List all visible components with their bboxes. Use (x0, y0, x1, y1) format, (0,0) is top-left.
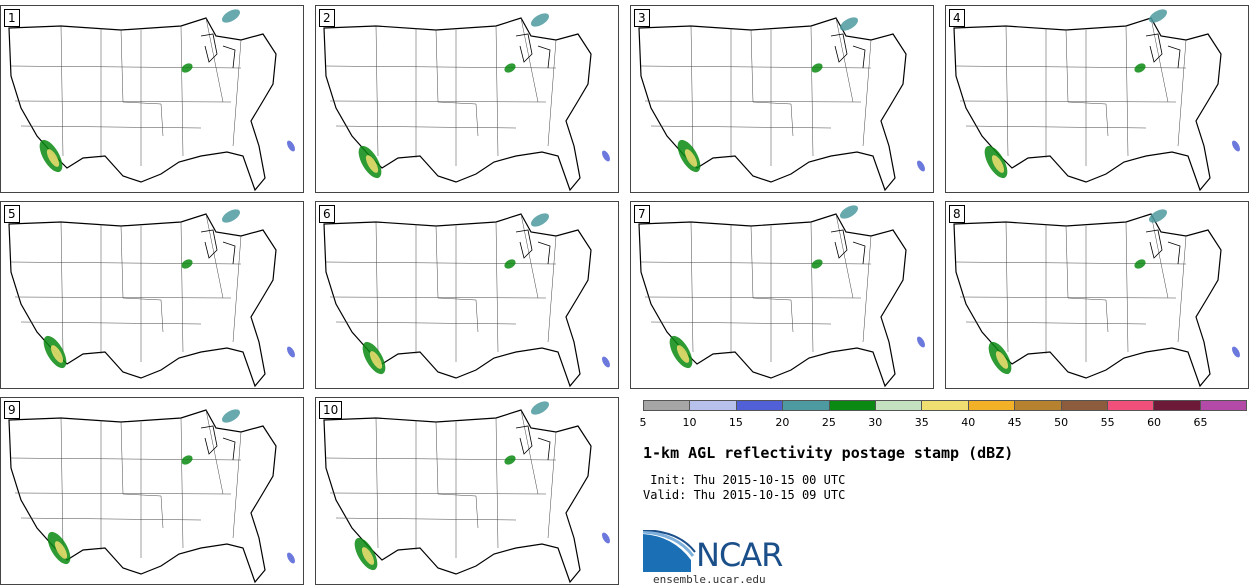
init-time: Init: Thu 2015-10-15 00 UTC (643, 473, 846, 487)
colorbar-swatch (968, 401, 1016, 410)
forecast-panel: 9 (0, 397, 304, 585)
colorbar-swatch (690, 401, 737, 410)
us-map-outline (638, 205, 925, 388)
colorbar-tick-label: 45 (1007, 416, 1022, 429)
panel-number: 7 (634, 205, 650, 223)
colorbar-tick-label: 65 (1193, 416, 1208, 429)
panel-number: 10 (319, 401, 343, 419)
colorbar-swatch (875, 401, 923, 410)
forecast-panel: 8 (945, 201, 1249, 389)
colorbar-tick-label: 40 (961, 416, 976, 429)
us-map-outline (8, 9, 295, 192)
colorbar-swatch (829, 401, 876, 410)
colorbar-tick-label: 20 (775, 416, 790, 429)
ncar-logo-text: NCAR (696, 536, 783, 574)
plot-title: 1-km AGL reflectivity postage stamp (dBZ… (643, 444, 1014, 462)
us-map-outline (323, 213, 610, 388)
forecast-panel: 5 (0, 201, 304, 389)
panel-number: 5 (4, 205, 20, 223)
colorbar-tick-label: 30 (868, 416, 883, 429)
colorbar-swatch (1061, 401, 1108, 410)
reflectivity-colorbar (643, 400, 1247, 411)
colorbar-tick-label: 50 (1054, 416, 1069, 429)
us-map-outline (953, 209, 1240, 388)
panel-number: 1 (4, 9, 20, 27)
panel-number: 3 (634, 9, 650, 27)
colorbar-swatch (922, 401, 969, 410)
forecast-panel: 2 (315, 5, 619, 193)
panel-number: 8 (949, 205, 965, 223)
us-map-outline (8, 409, 295, 584)
forecast-panel: 7 (630, 201, 934, 389)
valid-time: Valid: Thu 2015-10-15 09 UTC (643, 488, 846, 502)
colorbar-swatch (1154, 401, 1201, 410)
colorbar-tick-label: 60 (1147, 416, 1162, 429)
colorbar-swatch (1015, 401, 1062, 410)
colorbar-tick-label: 5 (639, 416, 647, 429)
panel-number: 2 (319, 9, 335, 27)
colorbar-swatch (783, 401, 830, 410)
forecast-panel: 6 (315, 201, 619, 389)
ncar-logo-icon (643, 530, 696, 572)
forecast-panel: 4 (945, 5, 1249, 193)
colorbar-tick-label: 35 (914, 416, 929, 429)
panel-number: 6 (319, 205, 335, 223)
colorbar-tick-label: 25 (821, 416, 836, 429)
us-map-outline (323, 401, 610, 584)
forecast-panel: 10 (315, 397, 619, 585)
colorbar-swatch (644, 401, 691, 410)
panel-number: 4 (949, 9, 965, 27)
forecast-panel: 1 (0, 5, 304, 193)
colorbar-swatch (1200, 401, 1247, 410)
forecast-panel: 3 (630, 5, 934, 193)
colorbar-swatch (1107, 401, 1155, 410)
colorbar-tick-label: 55 (1100, 416, 1115, 429)
us-map-outline (638, 17, 925, 192)
colorbar-tick-label: 15 (728, 416, 743, 429)
panel-number: 9 (4, 401, 20, 419)
us-map-outline (8, 209, 295, 388)
colorbar-tick-label: 10 (682, 416, 697, 429)
us-map-outline (953, 9, 1240, 192)
site-url: ensemble.ucar.edu (653, 573, 766, 586)
colorbar-swatch (736, 401, 784, 410)
us-map-outline (323, 13, 610, 192)
